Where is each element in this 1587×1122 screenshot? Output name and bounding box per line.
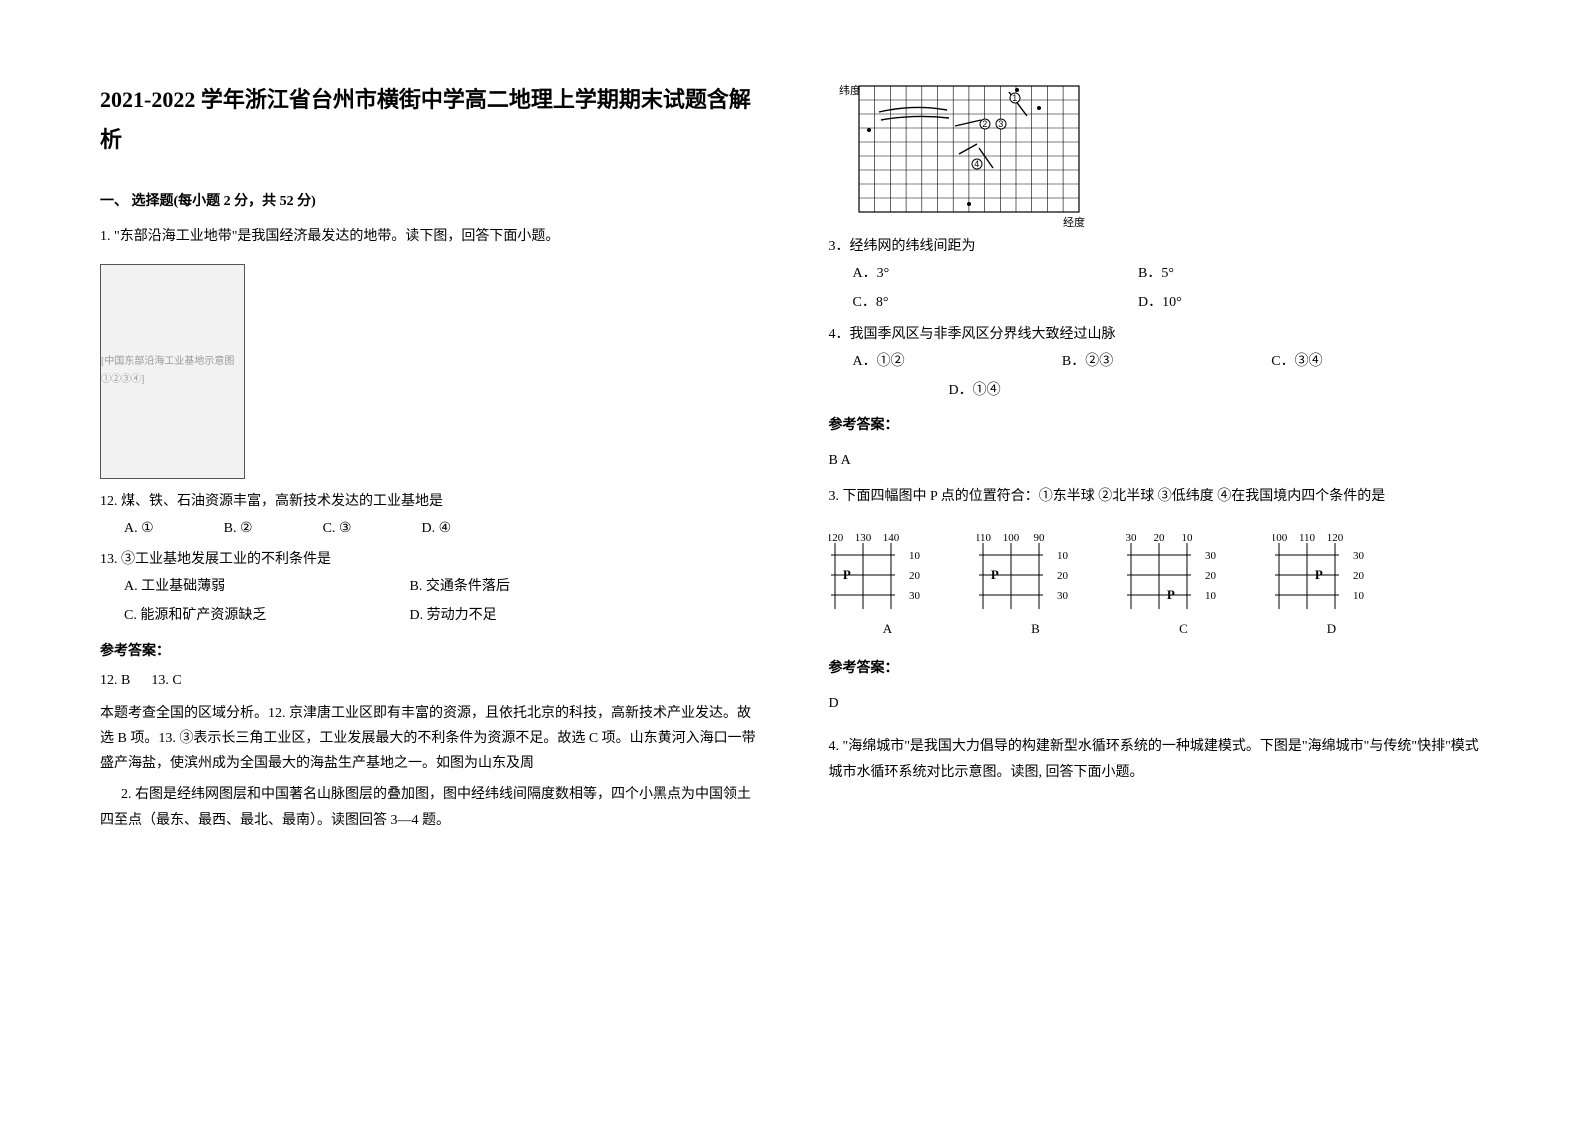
svg-text:20: 20 (1353, 570, 1365, 582)
svg-text:10: 10 (1353, 590, 1365, 602)
q13-opt-d: D. 劳动力不足 (410, 603, 759, 628)
q2-stem: 2. 右图是经纬网图层和中国著名山脉图层的叠加图，图中经纬线间隔度数相等，四个小… (100, 782, 759, 832)
svg-text:10: 10 (909, 550, 921, 562)
q4-opt-b: B．②③ (1062, 349, 1271, 374)
svg-text:3: 3 (998, 119, 1003, 129)
grid-ylabel: 纬度 (839, 83, 861, 97)
svg-text:20: 20 (909, 570, 921, 582)
svg-text:30: 30 (1125, 532, 1137, 544)
q1-stem: 1. "东部沿海工业地带"是我国经济最发达的地带。读下图，回答下面小题。 (100, 224, 759, 249)
q12-opt-c: C. ③ (323, 516, 352, 541)
svg-text:P: P (1166, 587, 1174, 602)
answer-p: D (829, 691, 1488, 716)
q12-opt-a: A. ① (124, 516, 154, 541)
svg-text:140: 140 (882, 532, 899, 544)
q3-options-row1: A．3° B．5° (853, 261, 1488, 286)
left-column: 2021-2022 学年浙江省台州市横街中学高二地理上学期期末试题含解析 一、 … (100, 80, 759, 841)
section-1-header: 一、 选择题(每小题 2 分，共 52 分) (100, 189, 759, 214)
exam-page: 2021-2022 学年浙江省台州市横街中学高二地理上学期期末试题含解析 一、 … (0, 0, 1587, 881)
q4-opt-a: A．①② (853, 349, 1062, 374)
explain-12-13: 本题考查全国的区域分析。12. 京津唐工业区即有丰富的资源，且依托北京的科技，高… (100, 701, 759, 777)
panel-a: 120 130 140 10 20 30 P A (829, 531, 947, 640)
exam-title: 2021-2022 学年浙江省台州市横街中学高二地理上学期期末试题含解析 (100, 80, 759, 159)
q4-options-row2: D．①④ (949, 378, 1488, 403)
svg-text:110: 110 (977, 532, 992, 544)
q4-opt-c: C．③④ (1271, 349, 1480, 374)
svg-text:130: 130 (854, 532, 871, 544)
svg-text:P: P (990, 567, 998, 582)
panel-label-d: D (1327, 617, 1336, 640)
q4-opt-d: D．①④ (949, 378, 1488, 403)
q4-stem: 4．我国季风区与非季风区分界线大致经过山脉 (829, 322, 1488, 347)
q13-opt-b: B. 交通条件落后 (410, 574, 759, 599)
q3-opt-a: A．3° (853, 261, 1139, 286)
q12-opt-d: D. ④ (421, 516, 451, 541)
q13-opt-a: A. 工业基础薄弱 (124, 574, 410, 599)
svg-text:20: 20 (1205, 570, 1217, 582)
grid-xlabel: 经度 (1063, 215, 1085, 229)
q-sponge-stem: 4. "海绵城市"是我国大力倡导的构建新型水循环系统的一种城建模式。下图是"海绵… (829, 734, 1488, 784)
q3-opt-c: C．8° (853, 290, 1139, 315)
svg-text:1: 1 (1012, 93, 1017, 103)
panel-c: 30 20 10 30 20 10 PC (1125, 531, 1243, 640)
svg-text:30: 30 (1353, 550, 1365, 562)
q3-opt-d: D．10° (1138, 290, 1487, 315)
panel-label-b: B (1031, 617, 1040, 640)
panel-label-a: A (883, 617, 892, 640)
q13-options-row2: C. 能源和矿产资源缺乏 D. 劳动力不足 (124, 603, 759, 628)
qp-stem: 3. 下面四幅图中 P 点的位置符合：①东半球 ②北半球 ③低纬度 ④在我国境内… (829, 484, 1488, 509)
answer-34: B A (829, 448, 1488, 473)
svg-text:20: 20 (1153, 532, 1165, 544)
four-panel-figure: 120130140102030PA11010090102030PB3020103… (829, 531, 1488, 640)
svg-text:110: 110 (1298, 532, 1315, 544)
svg-text:30: 30 (909, 590, 921, 602)
q13-stem: 13. ③工业基地发展工业的不利条件是 (100, 547, 759, 572)
answer-12-13: 12. B 13. C (100, 668, 759, 693)
q3-opt-b: B．5° (1138, 261, 1487, 286)
right-column: 纬度 (829, 80, 1488, 841)
svg-text:10: 10 (1205, 590, 1217, 602)
svg-text:120: 120 (1326, 532, 1343, 544)
answer-header-2: 参考答案： (829, 413, 1488, 438)
q12-stem: 12. 煤、铁、石油资源丰富，高新技术发达的工业基地是 (100, 489, 759, 514)
svg-text:10: 10 (1057, 550, 1069, 562)
q3-options-row2: C．8° D．10° (853, 290, 1488, 315)
q4-options-row1: A．①② B．②③ C．③④ (853, 349, 1488, 374)
latlon-grid-figure: 纬度 (835, 80, 1488, 230)
svg-text:P: P (1314, 567, 1322, 582)
svg-text:30: 30 (1205, 550, 1217, 562)
panel-label-c: C (1179, 617, 1188, 640)
svg-text:P: P (842, 567, 850, 582)
latlon-grid-svg: 纬度 (835, 80, 1105, 230)
svg-text:4: 4 (974, 159, 979, 169)
q13-options-row1: A. 工业基础薄弱 B. 交通条件落后 (124, 574, 759, 599)
panel-b: 110 100 90 10 20 30 P B (977, 531, 1095, 640)
svg-text:30: 30 (1057, 590, 1069, 602)
q12-opt-b: B. ② (224, 516, 253, 541)
q3-stem: 3．经纬网的纬线间距为 (829, 234, 1488, 259)
svg-text:100: 100 (1273, 532, 1288, 544)
panel-d: 100 110 120 30 20 10 P D (1273, 531, 1391, 640)
answer-header-1: 参考答案： (100, 639, 759, 664)
q12-options: A. ① B. ② C. ③ D. ④ (124, 516, 759, 541)
answer-header-3: 参考答案： (829, 656, 1488, 681)
svg-text:2: 2 (982, 119, 987, 129)
svg-text:120: 120 (829, 532, 844, 544)
coastal-map-image: [中国东部沿海工业基地示意图 ①②③④] (100, 264, 245, 479)
svg-text:10: 10 (1181, 532, 1193, 544)
q13-opt-c: C. 能源和矿产资源缺乏 (124, 603, 410, 628)
svg-text:90: 90 (1033, 532, 1045, 544)
svg-text:20: 20 (1057, 570, 1069, 582)
svg-text:100: 100 (1002, 532, 1019, 544)
